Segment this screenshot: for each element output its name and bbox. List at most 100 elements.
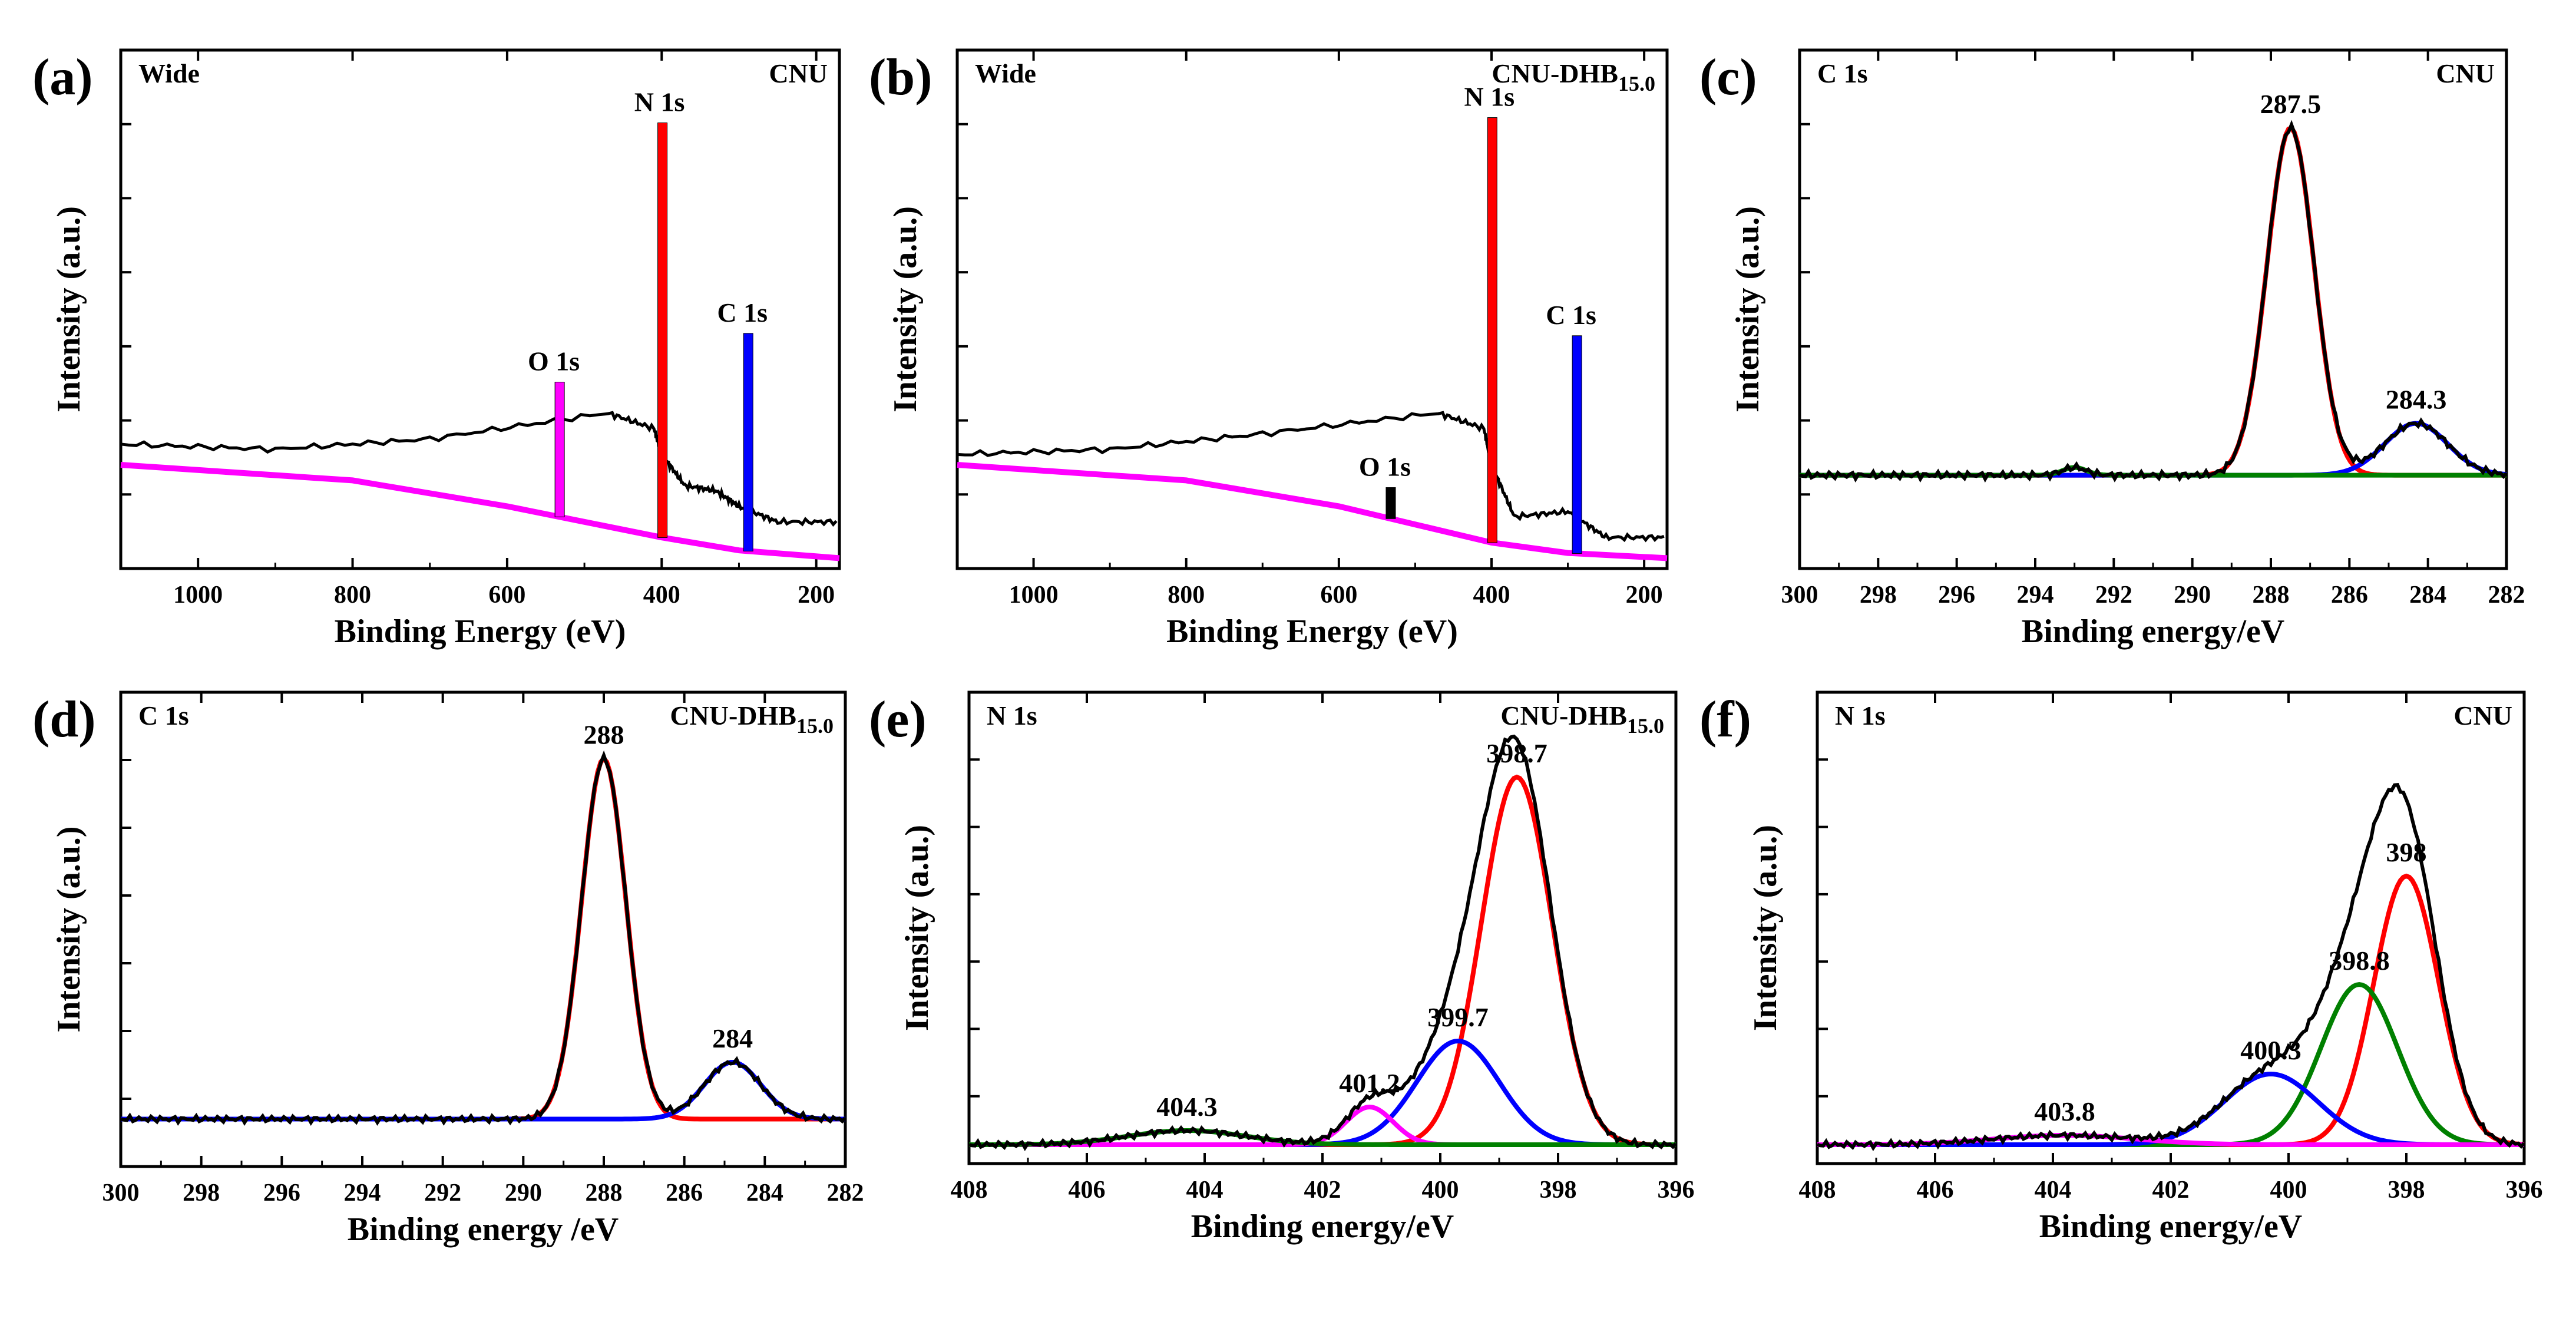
peak-c-1s	[1572, 335, 1582, 554]
panel-label: (a)	[32, 49, 93, 106]
sample-label: CNU	[2453, 700, 2512, 731]
peak-label: 398.8	[2329, 946, 2390, 976]
peak-label: 400.3	[2240, 1035, 2301, 1065]
x-tick-label: 800	[1168, 581, 1205, 609]
peak-label: N 1s	[1464, 82, 1514, 112]
peak-label: 398.7	[1486, 738, 1547, 768]
raw-spectrum-line	[120, 750, 847, 1126]
x-tick-label: 286	[2331, 581, 2368, 609]
x-tick-label: 200	[1626, 581, 1663, 609]
x-tick-label: 290	[505, 1179, 542, 1207]
background-line	[120, 462, 840, 561]
x-tick-label: 292	[2095, 581, 2132, 609]
raw-spectrum-line	[1799, 120, 2508, 483]
x-tick-label: 282	[827, 1179, 864, 1207]
panel-b: 1000 800 600 400 200 Binding Energy (eV) Inten…	[869, 48, 1669, 650]
x-tick-label: 300	[1781, 581, 1818, 609]
peak-o-1s	[554, 382, 565, 517]
x-tick-label: 400	[1473, 581, 1510, 609]
core-level-label: N 1s	[987, 700, 1037, 731]
x-tick-label: 398	[2388, 1177, 2425, 1204]
plot-frame	[955, 48, 1669, 570]
x-tick-label: 404	[1186, 1177, 1223, 1204]
background-line	[957, 462, 1668, 561]
x-tick-label: 406	[1069, 1177, 1106, 1204]
x-tick-label: 400	[643, 581, 680, 609]
x-axis-label: Binding Energy (eV)	[335, 613, 626, 650]
peak-label: 401.2	[1339, 1068, 1400, 1098]
x-tick-label: 286	[666, 1179, 703, 1207]
sample-label: CNU-DHB15.0	[1492, 58, 1655, 95]
x-tick-label: 288	[2253, 581, 2290, 609]
y-axis-label: Intensity (a.u.)	[1730, 206, 1766, 412]
x-tick-label: 402	[2152, 1177, 2190, 1204]
panel-label: (f)	[1699, 691, 1751, 748]
sample-name: CNU-DHB	[1492, 58, 1618, 88]
peak-label: C 1s	[1546, 300, 1596, 330]
sample-subscript: 15.0	[1627, 714, 1664, 738]
panel-e: 408 406 404 402 400 398 396 Binding energy/eV In…	[869, 690, 1695, 1245]
peak-label: C 1s	[717, 298, 768, 328]
x-tick-label: 296	[1938, 581, 1975, 609]
x-tick-label: 290	[2174, 581, 2211, 609]
sample-name: CNU-DHB	[670, 700, 796, 731]
x-tick-label: 288	[586, 1179, 623, 1207]
x-tick-label: 400	[1422, 1177, 1459, 1204]
peak-o-1s	[1385, 487, 1396, 519]
peak-label: O 1s	[1359, 452, 1411, 482]
core-level-label: Wide	[138, 58, 200, 88]
peak-c-1s	[743, 333, 753, 551]
peak-label: 404.3	[1156, 1092, 1218, 1122]
core-level-label: Wide	[975, 58, 1036, 88]
peak-label: 287.5	[2260, 89, 2322, 119]
x-tick-label: 284	[2409, 581, 2446, 609]
x-tick-label: 600	[1320, 581, 1357, 609]
x-tick-label: 406	[1917, 1177, 1954, 1204]
sample-label: CNU	[2436, 58, 2495, 88]
x-tick-label: 296	[263, 1179, 300, 1207]
sample-name: CNU-DHB	[1500, 700, 1627, 731]
x-axis-label: Binding energy/eV	[2022, 613, 2284, 650]
x-axis-label: Binding energy/eV	[1191, 1208, 1454, 1245]
x-tick-label: 600	[488, 581, 525, 609]
x-tick-label: 294	[2017, 581, 2054, 609]
x-tick-label: 408	[1799, 1177, 1836, 1204]
core-level-label: N 1s	[1835, 700, 1886, 731]
raw-spectrum-line	[968, 734, 1678, 1151]
panel-label: (e)	[869, 691, 927, 748]
peak-label: O 1s	[528, 346, 580, 376]
peak-label: 399.7	[1427, 1002, 1489, 1032]
sample-label: CNU-DHB15.0	[670, 700, 834, 738]
sample-subscript: 15.0	[796, 714, 834, 738]
peak-label: 284.3	[2386, 385, 2447, 415]
x-axis-label: Binding Energy (eV)	[1166, 613, 1458, 650]
peak-label: 403.8	[2034, 1096, 2095, 1126]
peak-label: 398	[2386, 837, 2427, 867]
x-tick-label: 292	[424, 1179, 461, 1207]
x-tick-label: 800	[334, 581, 371, 609]
core-level-label: C 1s	[1817, 58, 1868, 88]
panel-label: (b)	[869, 49, 932, 106]
x-tick-label: 402	[1304, 1177, 1341, 1204]
x-tick-label: 1000	[173, 581, 223, 609]
y-axis-label: Intensity (a.u.)	[1747, 825, 1784, 1031]
x-tick-label: 408	[951, 1177, 988, 1204]
peak-label: 284	[712, 1023, 753, 1053]
x-tick-label: 294	[344, 1179, 381, 1207]
x-axis-label: Binding energy/eV	[2039, 1208, 2302, 1245]
y-axis-label: Intensity (a.u.)	[899, 825, 935, 1031]
x-tick-label: 300	[102, 1179, 140, 1207]
x-tick-label: 282	[2488, 581, 2525, 609]
sample-subscript: 15.0	[1618, 72, 1655, 95]
x-tick-label: 1000	[1009, 581, 1059, 609]
y-axis-label: Intensity (a.u.)	[887, 206, 924, 412]
x-tick-label: 298	[1860, 581, 1897, 609]
sample-label: CNU	[769, 58, 828, 88]
peak-label: N 1s	[634, 87, 685, 117]
y-axis-label: Intensity (a.u.)	[51, 206, 87, 412]
y-axis-label: Intensity (a.u.)	[51, 826, 87, 1032]
panel-a: 1000 800 600 400 200 Binding Energy (eV) Inten…	[32, 48, 841, 650]
x-tick-label: 404	[2035, 1177, 2072, 1204]
panel-f: 408 406 404 402 400 398 396 Binding energy/eV In…	[1699, 690, 2543, 1245]
